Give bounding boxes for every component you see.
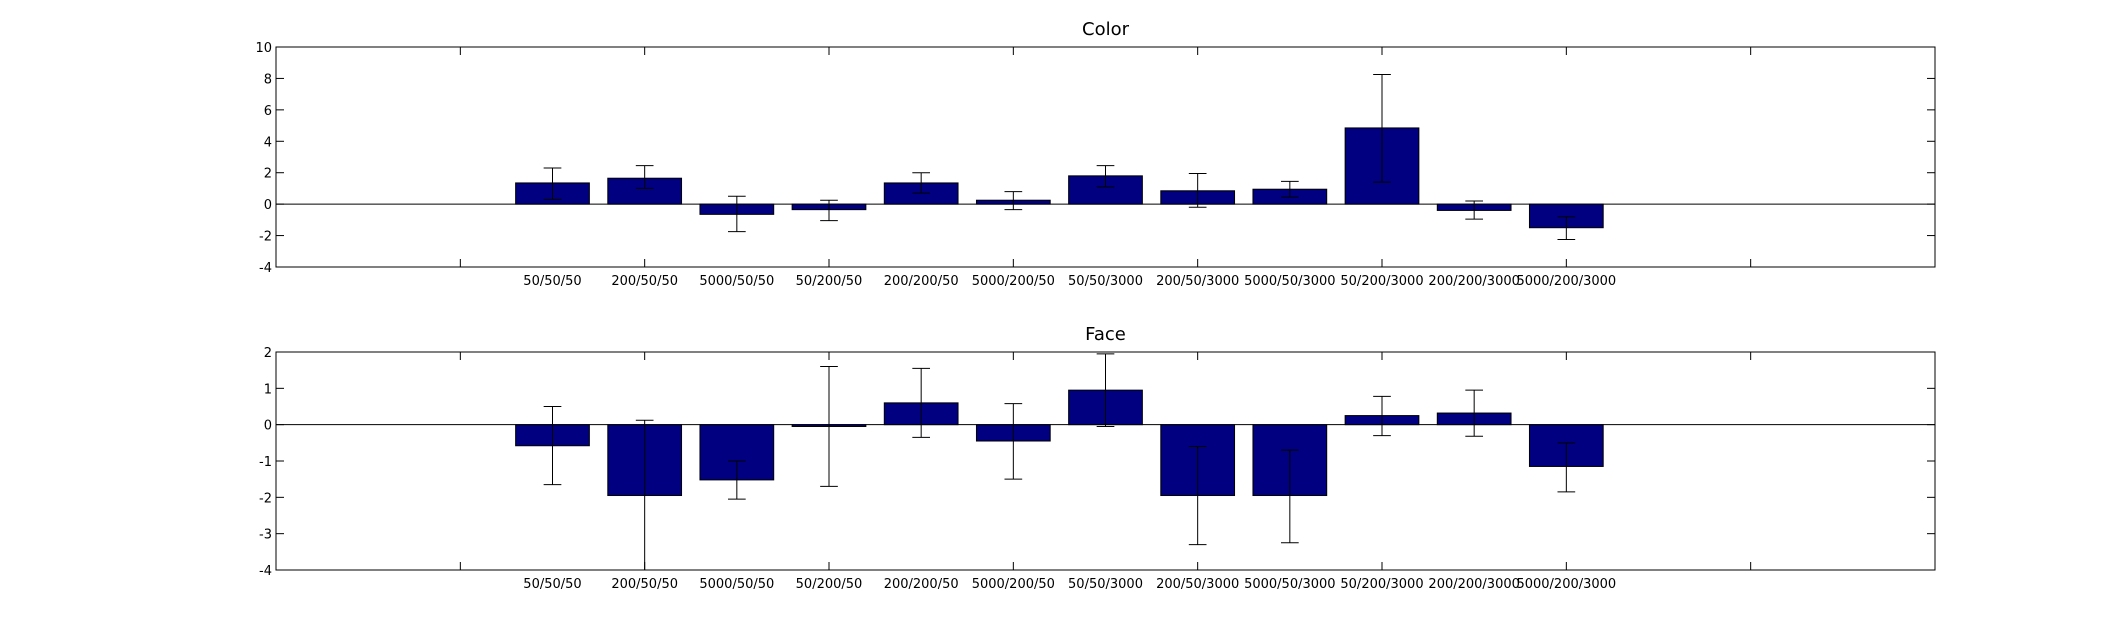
color-ytick-label: 0	[264, 198, 272, 213]
color-xtick-label-5000-200-3000: 5000/200/3000	[1516, 274, 1616, 289]
color-ytick-label: 2	[264, 167, 272, 182]
color-xtick-label-200-200-3000: 200/200/3000	[1428, 274, 1519, 289]
face-ytick-label: 1	[264, 382, 272, 397]
color-xtick-label-50-200-3000: 50/200/3000	[1340, 274, 1423, 289]
color-xtick-label-5000-50-3000: 5000/50/3000	[1244, 274, 1335, 289]
color-xtick-label-50-200-50: 50/200/50	[796, 274, 863, 289]
face-chart-title: Face	[1085, 324, 1126, 345]
color-plot-frame	[275, 46, 1936, 268]
face-ytick-label: -1	[259, 455, 272, 470]
color-xtick-label-50-50-3000: 50/50/3000	[1068, 274, 1143, 289]
face-ytick-label: 2	[264, 346, 272, 361]
face-xtick-label-200-50-3000: 200/50/3000	[1156, 577, 1239, 592]
face-ytick-label: -4	[259, 564, 272, 579]
color-xtick-label-50-50-50: 50/50/50	[523, 274, 581, 289]
face-xtick-label-50-50-3000: 50/50/3000	[1068, 577, 1143, 592]
color-ytick-label: 6	[264, 104, 272, 119]
face-xtick-label-5000-50-50: 5000/50/50	[699, 577, 774, 592]
face-xtick-label-50-200-3000: 50/200/3000	[1340, 577, 1423, 592]
face-xtick-label-5000-50-3000: 5000/50/3000	[1244, 577, 1335, 592]
face-xtick-label-50-200-50: 50/200/50	[796, 577, 863, 592]
color-xtick-label-200-200-50: 200/200/50	[884, 274, 959, 289]
face-xtick-label-200-50-50: 200/50/50	[611, 577, 678, 592]
face-panel: Face -4 -3 -2 -1 0 1 2 50/50/50 200/50/50 5000/50/…	[259, 324, 1936, 592]
color-xtick-label-5000-50-50: 5000/50/50	[699, 274, 774, 289]
face-ytick-label: -3	[259, 528, 272, 543]
color-xtick-label-200-50-50: 200/50/50	[611, 274, 678, 289]
face-xtick-label-5000-200-3000: 5000/200/3000	[1516, 577, 1616, 592]
face-xtick-label-200-200-3000: 200/200/3000	[1428, 577, 1519, 592]
face-ytick-label: 0	[264, 419, 272, 434]
color-ytick-label: 10	[255, 41, 272, 56]
face-xtick-label-200-200-50: 200/200/50	[884, 577, 959, 592]
color-ytick-label: 4	[264, 135, 272, 150]
face-xtick-label-50-50-50: 50/50/50	[523, 577, 581, 592]
face-xtick-label-5000-200-50: 5000/200/50	[972, 577, 1055, 592]
color-xtick-label-200-50-3000: 200/50/3000	[1156, 274, 1239, 289]
color-ytick-label: 8	[264, 72, 272, 87]
face-ytick-label: -2	[259, 491, 272, 506]
color-panel: Color -4 -2 0 2 4 6 8 10 50/50/50 200/50/50 5000/50…	[255, 19, 1936, 289]
color-ytick-label: -2	[259, 230, 272, 245]
color-xtick-label-5000-200-50: 5000/200/50	[972, 274, 1055, 289]
color-chart-title: Color	[1082, 19, 1130, 40]
color-ytick-label: -4	[259, 261, 272, 276]
